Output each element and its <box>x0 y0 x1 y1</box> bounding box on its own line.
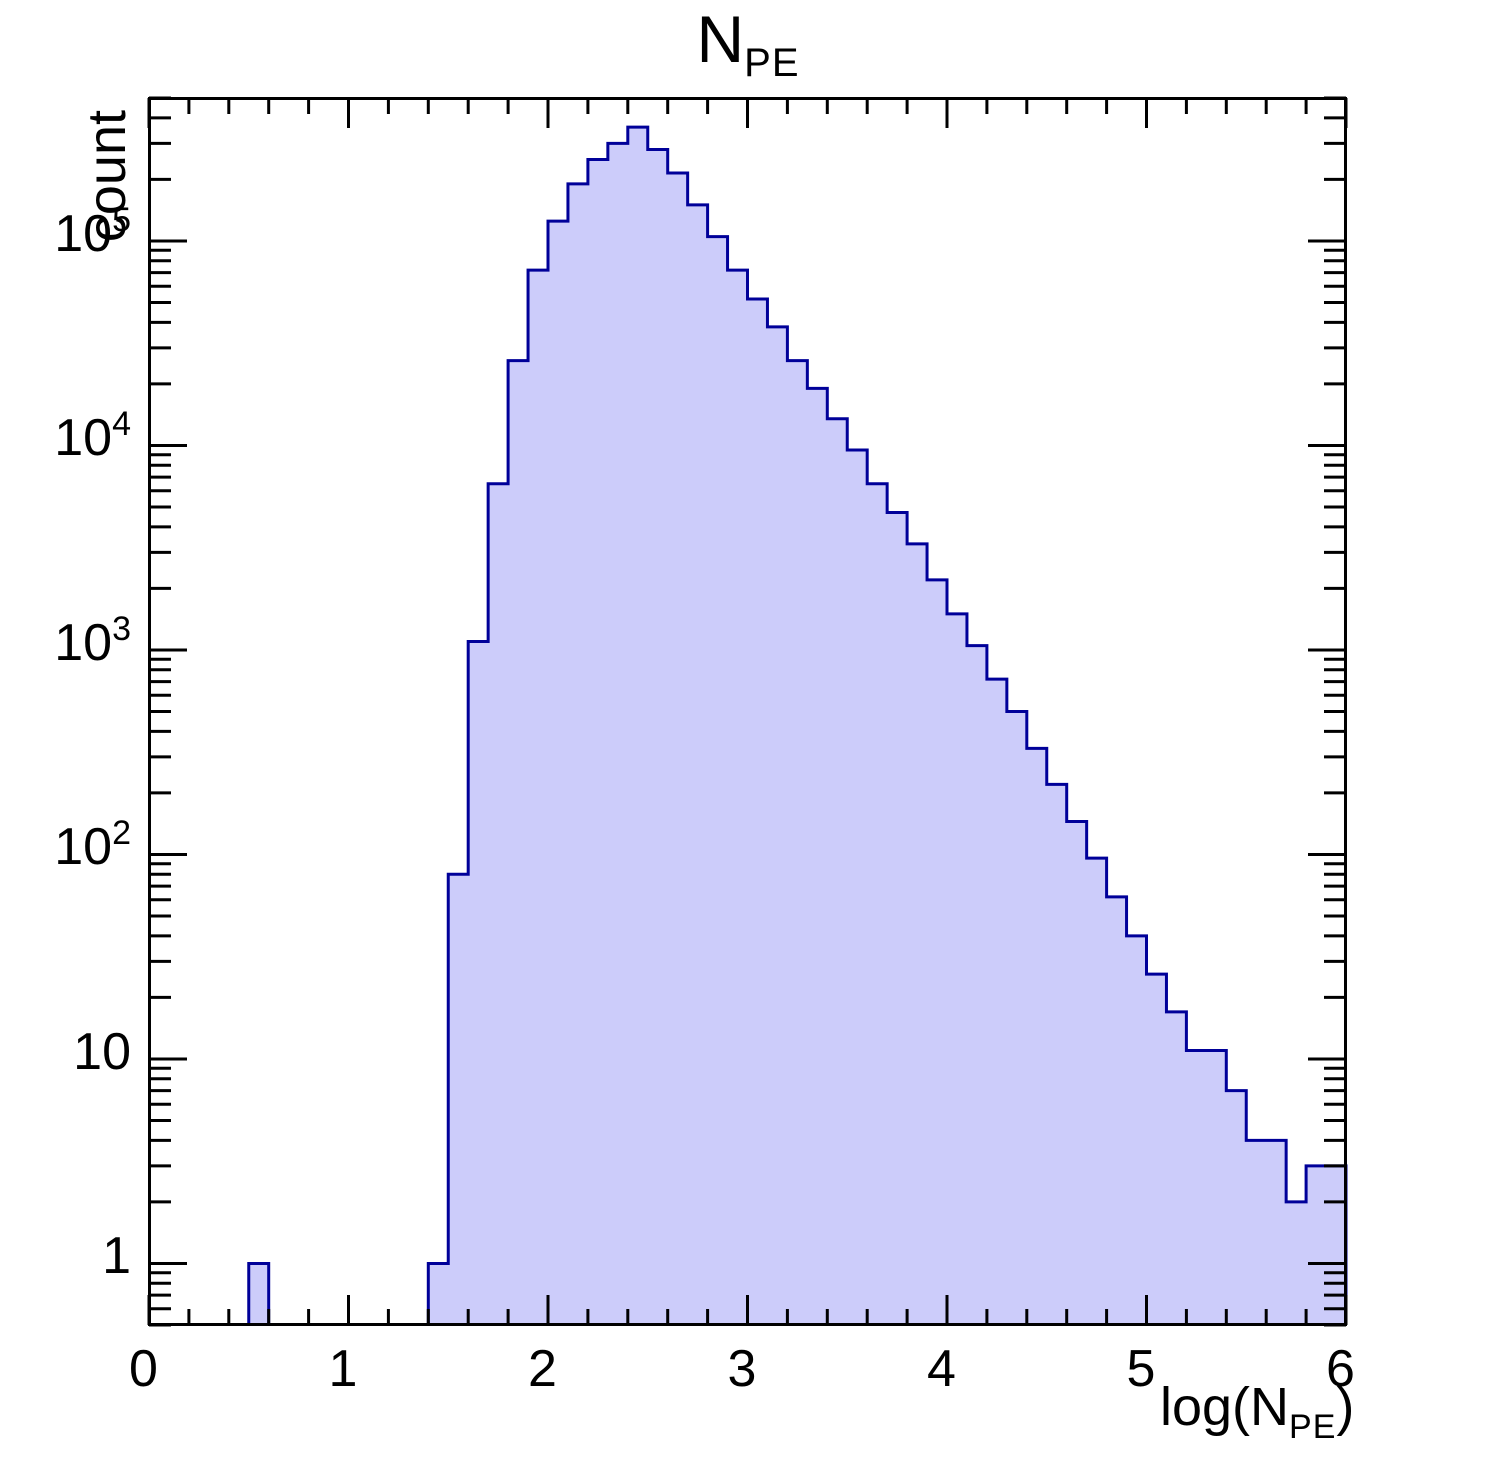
x-tick-label: 6 <box>1326 1340 1355 1398</box>
y-tick-mantissa: 10 <box>54 409 113 468</box>
y-tick-mantissa: 10 <box>54 204 113 263</box>
y-tick-label: 102 <box>0 816 131 877</box>
x-tick-label: 3 <box>727 1340 757 1398</box>
x-tick-label: 1 <box>328 1340 358 1398</box>
x-tick-label: 0 <box>129 1340 158 1398</box>
y-tick-label: 103 <box>0 612 131 672</box>
y-tick-mantissa: 10 <box>73 1022 131 1081</box>
x-axis-title-tail: ) <box>1336 1377 1355 1437</box>
x-tick-label: 4 <box>927 1340 956 1398</box>
y-tick-mantissa: 1 <box>102 1227 131 1286</box>
y-tick-label: 1 <box>0 1230 131 1282</box>
y-tick-mantissa: 10 <box>54 613 113 672</box>
page-title: NPE <box>0 6 1496 83</box>
x-axis-title-subscript: PE <box>1289 1408 1337 1446</box>
plot-frame <box>148 97 1347 1326</box>
histogram-bar-run <box>428 127 1346 1325</box>
x-axis-title: log(NPE) <box>1160 1377 1355 1444</box>
y-tick-label: 105 <box>0 203 131 263</box>
y-tick-exponent: 5 <box>112 200 131 239</box>
title-main: N <box>696 2 745 76</box>
y-tick-exponent: 3 <box>112 609 131 648</box>
y-tick-label: 104 <box>0 407 131 468</box>
histogram-series <box>247 125 1348 1325</box>
x-axis-title-main: log(N <box>1160 1377 1290 1437</box>
histogram-outline <box>426 125 1348 1325</box>
x-tick-label: 5 <box>1126 1340 1156 1398</box>
y-tick-exponent: 2 <box>112 814 131 853</box>
x-tick-label: 2 <box>528 1340 557 1398</box>
histogram-outline <box>247 1261 271 1325</box>
y-tick-exponent: 4 <box>112 405 131 444</box>
y-tick-label: 10 <box>0 1026 131 1078</box>
y-tick-mantissa: 10 <box>54 818 113 877</box>
title-subscript: PE <box>744 41 800 85</box>
histogram-bar-run <box>248 1263 269 1325</box>
